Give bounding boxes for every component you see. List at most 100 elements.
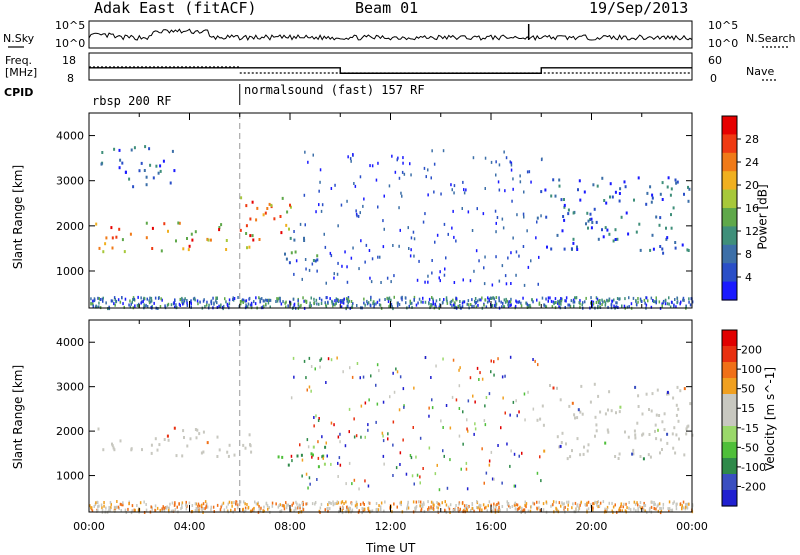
ground-speckle: [367, 508, 370, 512]
scatter-cell: [587, 226, 589, 230]
ground-speckle: [210, 302, 213, 306]
ground-speckle: [185, 500, 187, 504]
sparse-dot: [377, 205, 379, 209]
ground-speckle: [648, 508, 651, 512]
ground-speckle: [427, 507, 429, 511]
ground-speckle: [520, 304, 523, 308]
sparse-dot: [490, 450, 493, 454]
sparse-dot: [521, 451, 523, 455]
ground-speckle: [371, 509, 374, 513]
scatter-cell: [659, 451, 661, 455]
ground-speckle: [432, 506, 435, 510]
y-tick-label: 3000: [56, 381, 84, 394]
scatter-cell: [102, 250, 105, 254]
sparse-dot: [460, 467, 462, 471]
ground-speckle: [592, 502, 594, 506]
x-tick-label: 00:00: [73, 520, 105, 533]
ground-speckle: [682, 298, 684, 302]
scatter-cell: [675, 433, 678, 437]
ground-speckle: [244, 506, 247, 510]
ground-speckle: [524, 503, 526, 507]
ground-speckle: [470, 508, 472, 512]
sparse-dot: [316, 478, 318, 481]
scatter-cell: [182, 429, 185, 433]
scatter-cell: [321, 455, 324, 459]
sparse-dot: [359, 376, 361, 380]
scatter-cell: [576, 245, 578, 249]
ground-speckle: [198, 507, 201, 511]
sparse-dot: [433, 190, 435, 194]
sparse-dot: [474, 400, 476, 404]
ground-speckle: [194, 502, 197, 506]
ground-speckle: [679, 502, 682, 506]
ground-speckle: [519, 505, 521, 509]
scatter-cell: [672, 446, 675, 450]
ground-speckle: [267, 507, 269, 511]
ground-speckle: [584, 300, 586, 304]
sparse-dot: [513, 484, 516, 488]
colorbar-swatch: [722, 244, 737, 264]
scatter-cell: [654, 423, 657, 427]
scatter-cell: [281, 196, 284, 200]
sparse-dot: [526, 170, 529, 174]
scatter-cell: [121, 238, 124, 242]
scatter-cell: [324, 445, 327, 449]
sparse-dot: [518, 254, 520, 258]
ground-speckle: [644, 509, 646, 513]
ground-speckle: [591, 508, 594, 512]
ground-speckle: [208, 303, 210, 307]
ground-speckle: [114, 509, 116, 513]
sparse-dot: [476, 207, 478, 211]
sparse-dot: [392, 474, 394, 477]
ground-speckle: [586, 508, 588, 512]
scatter-cell: [620, 215, 623, 219]
sparse-dot: [431, 271, 433, 275]
ground-speckle: [503, 298, 506, 302]
ground-speckle: [630, 302, 633, 306]
ground-speckle: [431, 303, 433, 307]
sparse-dot: [398, 244, 400, 248]
ground-speckle: [552, 503, 554, 507]
sparse-dot: [504, 374, 506, 378]
ground-speckle: [446, 301, 449, 305]
scatter-cell: [607, 408, 609, 412]
scatter-cell: [550, 247, 553, 251]
ground-speckle: [212, 296, 214, 300]
ground-speckle: [194, 298, 196, 302]
scatter-cell: [115, 235, 118, 239]
ground-speckle: [114, 298, 116, 302]
ground-speckle: [675, 305, 677, 309]
sparse-dot: [350, 159, 352, 163]
scatter-cell: [287, 463, 290, 467]
ground-speckle: [517, 300, 520, 304]
ground-speckle: [90, 297, 92, 301]
ground-speckle: [436, 501, 438, 504]
ground-speckle: [618, 506, 621, 510]
ground-speckle: [615, 301, 617, 305]
sparse-dot: [292, 356, 295, 360]
ground-speckle: [655, 296, 657, 300]
scatter-cell: [676, 180, 679, 184]
ground-speckle: [573, 300, 576, 304]
ground-speckle: [166, 303, 169, 307]
ground-speckle: [173, 301, 175, 305]
scatter-cell: [101, 151, 104, 154]
sparse-dot: [482, 212, 485, 216]
ground-speckle: [346, 298, 348, 302]
ground-speckle: [140, 296, 142, 300]
sparse-dot: [387, 437, 389, 441]
sparse-dot: [537, 363, 539, 367]
ground-speckle: [647, 299, 649, 303]
scatter-cell: [227, 454, 230, 458]
ground-speckle: [98, 305, 100, 309]
ground-speckle: [269, 298, 272, 302]
ground-speckle: [253, 300, 255, 304]
cpid-label: CPID: [4, 86, 34, 99]
scatter-cell: [656, 388, 659, 392]
ground-speckle: [253, 509, 255, 513]
sparse-dot: [510, 168, 513, 172]
ground-speckle: [668, 302, 670, 306]
ground-speckle: [390, 298, 392, 302]
ground-speckle: [569, 304, 572, 308]
ground-speckle: [97, 508, 99, 512]
